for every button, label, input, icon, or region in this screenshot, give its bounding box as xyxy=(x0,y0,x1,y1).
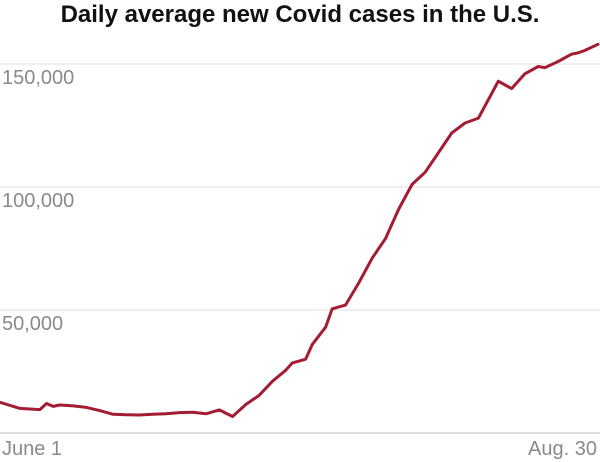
chart-title: Daily average new Covid cases in the U.S… xyxy=(61,1,540,28)
x-axis-tick-labels: June 1 Aug. 30 xyxy=(2,438,597,460)
x-tick-label-end: Aug. 30 xyxy=(528,438,597,460)
y-axis-tick-labels: 50,000 100,000 150,000 xyxy=(2,67,74,335)
gridlines xyxy=(0,63,600,311)
y-tick-label-50000: 50,000 xyxy=(2,313,63,335)
daily-average-cases-line xyxy=(0,42,600,418)
y-tick-label-100000: 100,000 xyxy=(2,190,74,212)
y-tick-label-150000: 150,000 xyxy=(2,67,74,89)
x-tick-label-start: June 1 xyxy=(2,438,62,460)
